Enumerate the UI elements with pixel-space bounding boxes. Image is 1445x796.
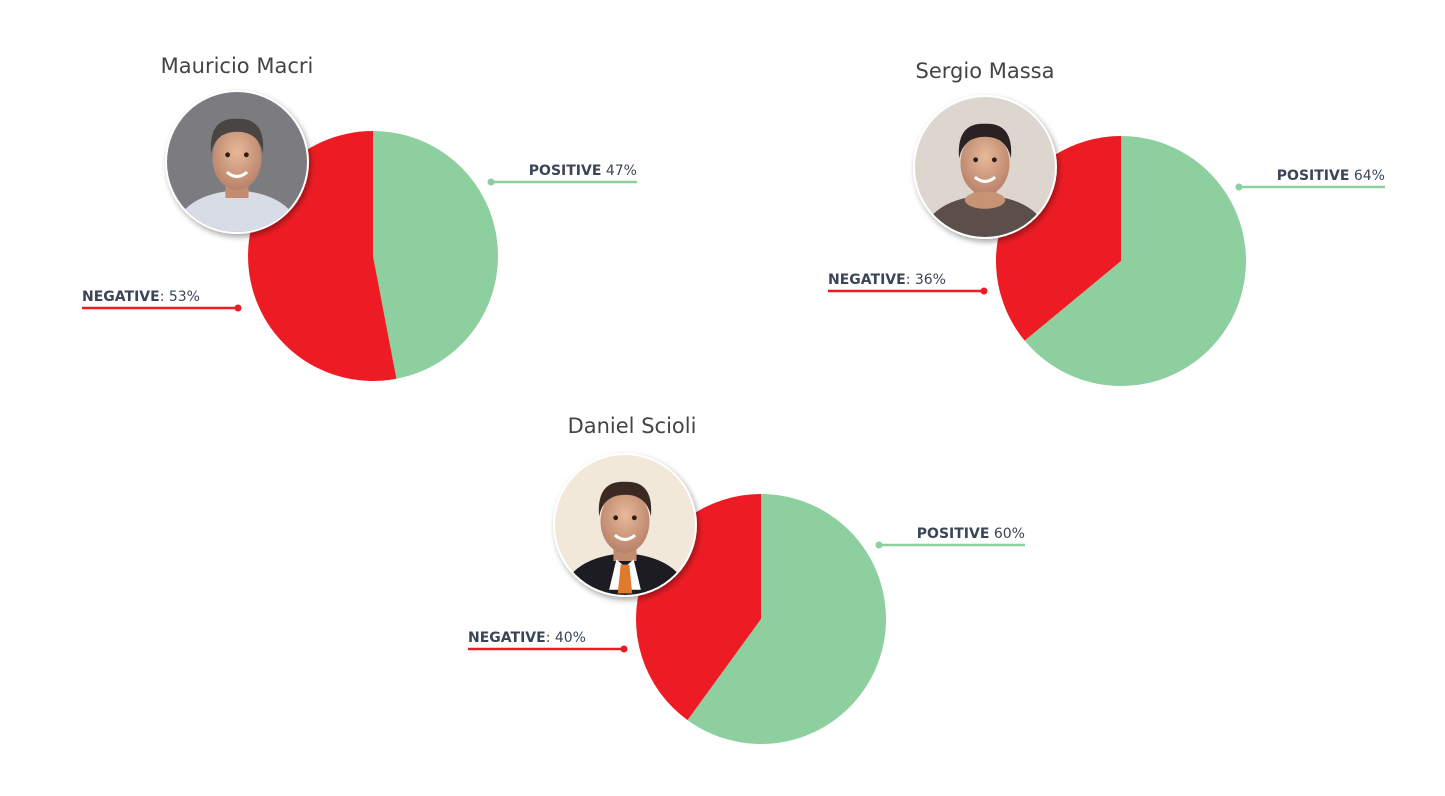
negative-label-value: : 36% [906, 272, 946, 288]
negative-label: NEGATIVE: 53% [82, 289, 242, 312]
candidate-portrait [553, 453, 697, 597]
negative-label-leader-dot [234, 304, 242, 312]
positive-label: POSITIVE 60% [875, 526, 1025, 549]
positive-label-leader-dot [875, 541, 883, 549]
positive-label-leader-dot [487, 178, 495, 186]
portrait-icon [563, 481, 687, 595]
negative-label-value: : 40% [546, 630, 586, 646]
chart-title: Mauricio Macri [161, 54, 314, 78]
candidate-portrait [913, 95, 1057, 239]
portrait-icon [923, 123, 1047, 237]
negative-label-text: NEGATIVE: 40% [468, 630, 586, 646]
positive-label-name: POSITIVE [1277, 168, 1350, 184]
positive-label-text: POSITIVE 47% [529, 163, 637, 179]
negative-label-name: NEGATIVE [828, 272, 906, 288]
pie-slice-positive [373, 130, 499, 379]
negative-label-leader-dot [980, 287, 988, 295]
positive-label-value: 64% [1349, 168, 1385, 184]
positive-label: POSITIVE 64% [1235, 168, 1385, 191]
positive-label: POSITIVE 47% [487, 163, 637, 186]
negative-label: NEGATIVE: 40% [468, 630, 628, 653]
positive-label-name: POSITIVE [529, 163, 602, 179]
positive-label-value: 60% [989, 526, 1025, 542]
pie-chart-2: Sergio Massa POSITIVE 64% NEGATIVE: 36% [828, 59, 1385, 386]
negative-label: NEGATIVE: 36% [828, 272, 988, 295]
negative-label-value: : 53% [160, 289, 200, 305]
negative-label-name: NEGATIVE [82, 289, 160, 305]
positive-label-leader-dot [1235, 183, 1243, 191]
positive-label-value: 47% [601, 163, 637, 179]
candidate-portrait [165, 90, 309, 234]
portrait-icon [175, 118, 299, 232]
chart-title: Sergio Massa [916, 59, 1055, 83]
pie-slice-positive [687, 494, 886, 744]
chart-title: Daniel Scioli [568, 414, 697, 438]
pie-slice-positive [1024, 136, 1247, 386]
negative-label-text: NEGATIVE: 36% [828, 272, 946, 288]
positive-label-name: POSITIVE [917, 526, 990, 542]
pie-chart-1: Mauricio Macri POSITIVE 47% NEGATIVE: 53% [82, 54, 637, 382]
positive-label-text: POSITIVE 64% [1277, 168, 1385, 184]
negative-label-name: NEGATIVE [468, 630, 546, 646]
pie-chart-3: Daniel Scioli POSITIVE 60% NEGATIVE: 40% [468, 414, 1025, 744]
negative-label-text: NEGATIVE: 53% [82, 289, 200, 305]
positive-label-text: POSITIVE 60% [917, 526, 1025, 542]
negative-label-leader-dot [620, 645, 628, 653]
